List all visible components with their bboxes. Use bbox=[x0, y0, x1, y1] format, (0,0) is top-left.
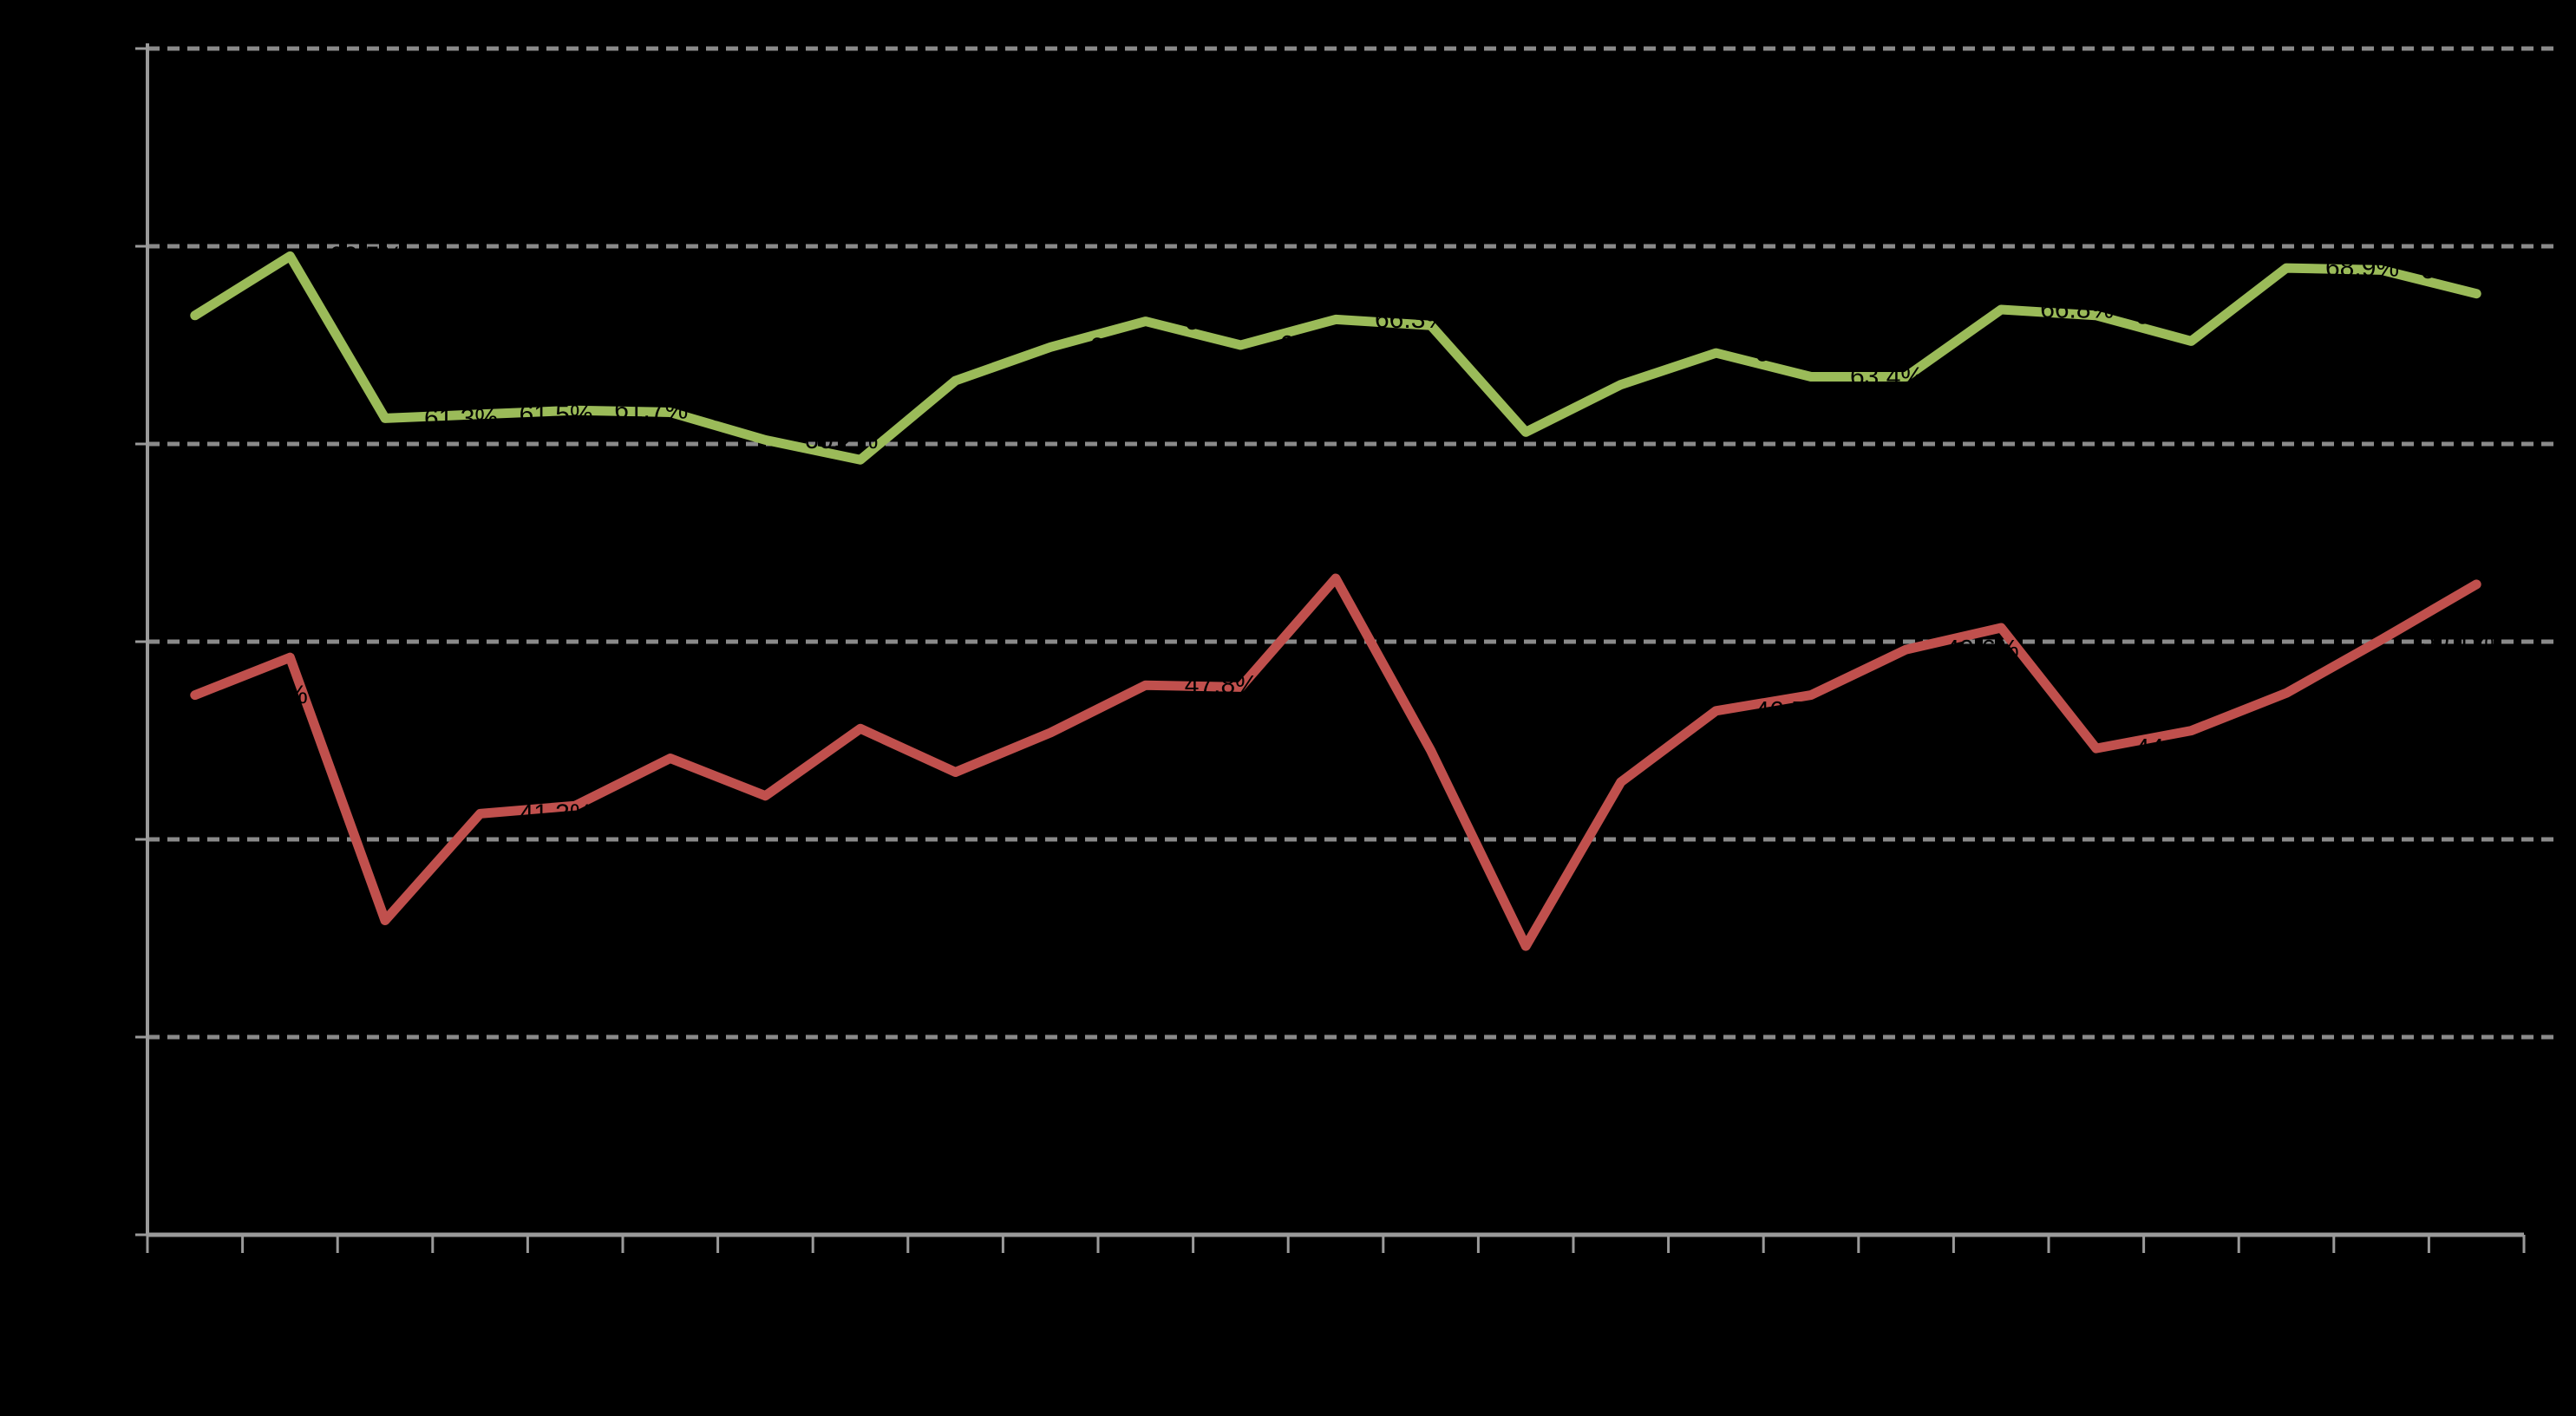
upper-green-series-data-label: 68.8% bbox=[2421, 256, 2494, 284]
lower-red-series-data-label: 41.7% bbox=[614, 792, 688, 820]
upper-green-series-data-label: 66.5% bbox=[234, 301, 308, 330]
lower-red-series-data-label: 52.9% bbox=[2515, 570, 2576, 598]
upper-green-series-data-label: 59.2% bbox=[899, 446, 973, 474]
upper-green-series-data-label: 63.4% bbox=[1850, 362, 1924, 391]
upper-green-series-data-label: 68.9% bbox=[2325, 254, 2399, 283]
upper-green-series-data-label: 61.3% bbox=[424, 404, 498, 433]
upper-green-series-data-label: 61.5% bbox=[520, 400, 593, 428]
lower-red-series-data-label: 41.3% bbox=[520, 799, 593, 828]
upper-green-series-data-label: 69.5% bbox=[329, 242, 402, 271]
upper-green-series-data-label: 66.3% bbox=[1375, 305, 1448, 334]
lower-red-series-data-label: 47.8% bbox=[1185, 671, 1259, 700]
lower-red-series-data-label: 50.7% bbox=[2040, 614, 2114, 643]
lower-red-series-line bbox=[190, 573, 2481, 951]
lower-red-series-data-label: 45.5% bbox=[2230, 716, 2304, 745]
lower-red-series-data-label: 44.6% bbox=[2135, 734, 2209, 763]
upper-green-series-data-label: 66.2% bbox=[1185, 307, 1259, 336]
upper-green-series-line bbox=[190, 251, 2481, 465]
upper-green-series-data-label: 60.6% bbox=[1565, 418, 1638, 447]
upper-green-series-data-label: 61.6% bbox=[709, 398, 783, 427]
lower-red-series-data-label: 46.5% bbox=[1755, 696, 1828, 725]
lower-red-series-data-label: 42.9% bbox=[1660, 767, 1734, 796]
lower-red-series-data-label: 45.6% bbox=[899, 715, 973, 743]
lower-red-series-data-label: 47.3% bbox=[234, 681, 308, 709]
upper-green-series-data-label: 60.2% bbox=[804, 426, 878, 454]
upper-green-series-data-label: 63.4% bbox=[1945, 362, 2019, 391]
lower-red-series-data-label: 47.7% bbox=[1279, 673, 1353, 701]
upper-green-series-data-label: 61.7% bbox=[614, 396, 688, 425]
upper-green-series-data-label: 63.2% bbox=[995, 367, 1069, 395]
lower-red-series-data-label: 35.9% bbox=[424, 906, 498, 935]
upper-green-series-data-label: 65.0% bbox=[1279, 331, 1353, 360]
upper-green-series-data-label: 64.6% bbox=[1755, 339, 1828, 368]
lower-red-series-data-label: 47.4% bbox=[2325, 679, 2399, 708]
lower-red-series-data-label: 53.2% bbox=[1375, 564, 1448, 593]
upper-green-series-data-label: 63.0% bbox=[1660, 370, 1734, 399]
upper-green-series-data-label: 67.6% bbox=[2515, 279, 2576, 308]
upper-green-series-data-label: 65.2% bbox=[2230, 327, 2304, 356]
lower-red-series-data-label: 49.2% bbox=[329, 643, 402, 672]
lower-red-series-data-label: 43.4% bbox=[995, 758, 1069, 786]
lower-red-series-data-label: 44.1% bbox=[709, 744, 783, 773]
upper-green-series-data-label: 66.5% bbox=[2135, 301, 2209, 330]
lower-red-series-data-label: 49.6% bbox=[1945, 636, 2019, 664]
lower-red-series-data-label: 44.5% bbox=[1470, 736, 1544, 765]
lower-red-series-data-label: 50.1% bbox=[2421, 625, 2494, 654]
lower-red-series-data-label: 47.3% bbox=[1850, 681, 1924, 709]
upper-green-series-data-label: 66.0% bbox=[1470, 311, 1544, 340]
lower-red-series-data-label: 45.4% bbox=[1089, 718, 1163, 747]
upper-green-series-data-label: 66.8% bbox=[2040, 296, 2114, 324]
upper-green-series-data-label: 64.9% bbox=[1089, 333, 1163, 362]
lower-red-series-data-label: 42.2% bbox=[804, 781, 878, 810]
lower-red-series-data-label: 34.6% bbox=[1565, 932, 1638, 961]
